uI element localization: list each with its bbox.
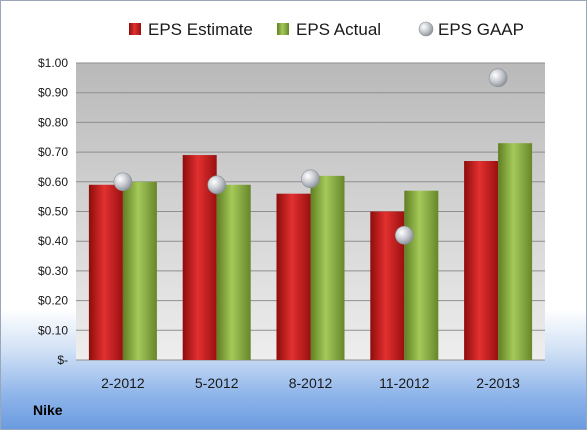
legend-label-eps-actual: EPS Actual bbox=[296, 20, 381, 39]
bar-eps-actual bbox=[216, 184, 251, 360]
y-tick-label: $1.00 bbox=[38, 56, 68, 70]
y-tick-label: $0.70 bbox=[38, 145, 68, 159]
y-tick-label: $0.30 bbox=[38, 264, 68, 278]
point-eps-gaap bbox=[394, 225, 414, 245]
company-label: Nike bbox=[33, 402, 63, 418]
x-category-label: 5-2012 bbox=[195, 375, 239, 391]
bar-eps-estimate bbox=[88, 184, 123, 360]
legend: EPS Estimate EPS Actual EPS GAAP bbox=[129, 20, 524, 39]
bar-eps-estimate bbox=[464, 161, 499, 360]
plot-area: $- $0.10 $0.20 $0.30 $0.40 $0.50 $0.60 $0.70 $0.… bbox=[38, 56, 545, 391]
x-category-label: 2-2012 bbox=[101, 375, 145, 391]
point-eps-gaap bbox=[113, 172, 133, 192]
y-tick-label: $0.20 bbox=[38, 294, 68, 308]
y-tick-label: $0.50 bbox=[38, 205, 68, 219]
point-eps-gaap bbox=[207, 175, 226, 195]
legend-label-eps-gaap: EPS GAAP bbox=[438, 20, 524, 39]
bar-eps-actual bbox=[404, 190, 439, 360]
y-tick-label: $0.40 bbox=[38, 234, 68, 248]
x-category-label: 2-2013 bbox=[476, 375, 520, 391]
bar-eps-actual bbox=[498, 143, 533, 360]
y-tick-label: $0.90 bbox=[38, 86, 68, 100]
y-tick-label: $0.80 bbox=[38, 115, 68, 129]
point-eps-gaap bbox=[488, 68, 508, 88]
legend-marker-eps-gaap bbox=[418, 21, 434, 37]
legend-marker-eps-actual bbox=[277, 23, 289, 35]
bar-eps-estimate bbox=[276, 193, 311, 360]
legend-label-eps-estimate: EPS Estimate bbox=[148, 20, 253, 39]
y-tick-label: $- bbox=[57, 353, 68, 367]
y-tick-label: $0.60 bbox=[38, 175, 68, 189]
point-eps-gaap bbox=[301, 169, 320, 189]
bar-eps-actual bbox=[310, 175, 345, 360]
y-tick-label: $0.10 bbox=[38, 323, 68, 337]
x-category-label: 8-2012 bbox=[289, 375, 333, 391]
bar-eps-actual bbox=[122, 181, 157, 360]
legend-marker-eps-estimate bbox=[129, 23, 141, 35]
x-category-label: 11-2012 bbox=[379, 375, 430, 391]
